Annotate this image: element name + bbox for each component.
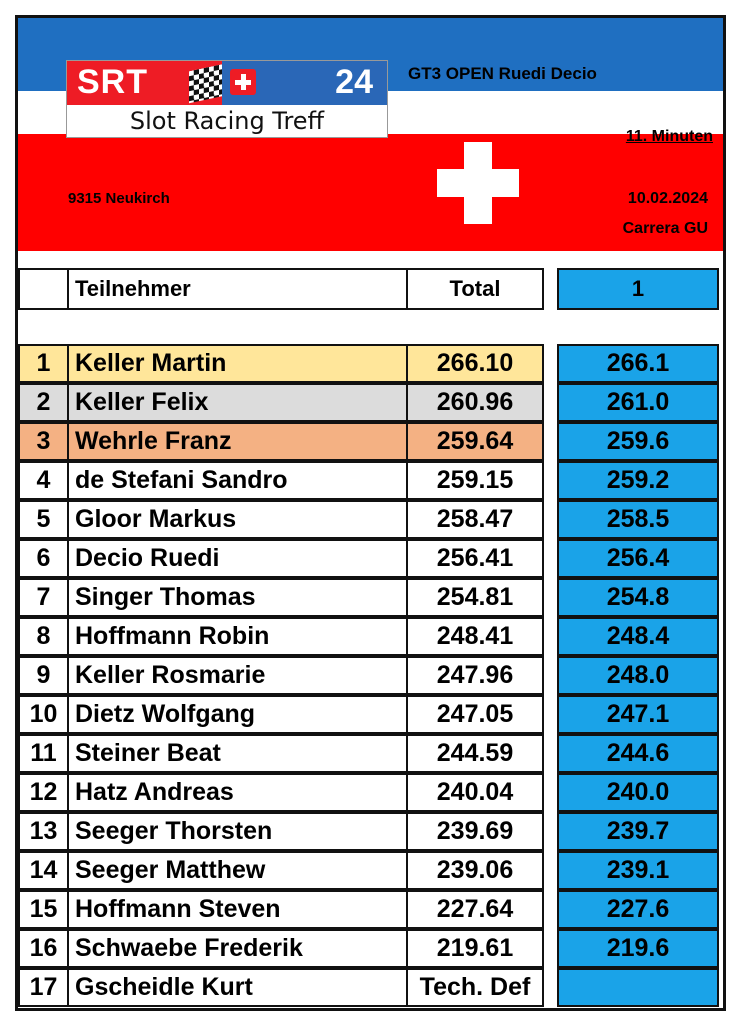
- header-round-1: 1: [557, 268, 719, 310]
- total-score: 240.04: [406, 773, 544, 812]
- participant-name: Seeger Thorsten: [67, 812, 408, 851]
- rank-cell: 9: [18, 656, 69, 695]
- total-score: 247.05: [406, 695, 544, 734]
- participant-name: Gloor Markus: [67, 500, 408, 539]
- srt24-logo: SRT 24 Slot Racing Treff: [66, 60, 388, 138]
- results-sheet: SRT 24 Slot Racing Treff GT3 OPEN Ruedi …: [15, 15, 726, 1011]
- rank-cell: 7: [18, 578, 69, 617]
- round-1-score: 248.0: [557, 656, 719, 695]
- participant-name: Seeger Matthew: [67, 851, 408, 890]
- swiss-cross-icon: [437, 142, 519, 224]
- round-1-score: [557, 968, 719, 1007]
- rank-cell: 15: [18, 890, 69, 929]
- logo-subtitle: Slot Racing Treff: [129, 107, 325, 135]
- rank-cell: 14: [18, 851, 69, 890]
- rank-cell: 4: [18, 461, 69, 500]
- header-red-band: [18, 134, 723, 251]
- round-1-score: 259.2: [557, 461, 719, 500]
- participant-name: Dietz Wolfgang: [67, 695, 408, 734]
- rank-cell: 17: [18, 968, 69, 1007]
- participant-name: Schwaebe Frederik: [67, 929, 408, 968]
- round-1-score: 247.1: [557, 695, 719, 734]
- location: 9315 Neukirch: [68, 190, 170, 207]
- rank-cell: 12: [18, 773, 69, 812]
- race-date: 10.02.2024: [627, 190, 708, 207]
- round-1-score: 240.0: [557, 773, 719, 812]
- track-name: Carrera GU: [622, 220, 708, 237]
- round-1-score: 239.1: [557, 851, 719, 890]
- participant-name: Decio Ruedi: [67, 539, 408, 578]
- round-1-score: 259.6: [557, 422, 719, 461]
- race-duration: 11. Minuten: [625, 128, 713, 145]
- participant-name: Hoffmann Robin: [67, 617, 408, 656]
- round-1-score: 256.4: [557, 539, 719, 578]
- rank-cell: 2: [18, 383, 69, 422]
- rank-cell: 8: [18, 617, 69, 656]
- rank-cell: 3: [18, 422, 69, 461]
- logo-text: SRT: [77, 63, 148, 101]
- total-score: 227.64: [406, 890, 544, 929]
- total-score: 247.96: [406, 656, 544, 695]
- header-name: Teilnehmer: [67, 268, 408, 310]
- total-score: 244.59: [406, 734, 544, 773]
- participant-name: Hatz Andreas: [67, 773, 408, 812]
- round-1-score: 248.4: [557, 617, 719, 656]
- total-score: Tech. Def: [406, 968, 544, 1007]
- header-total: Total: [406, 268, 544, 310]
- participant-name: Keller Rosmarie: [67, 656, 408, 695]
- rank-cell: 5: [18, 500, 69, 539]
- total-score: 219.61: [406, 929, 544, 968]
- participant-name: Keller Martin: [67, 344, 408, 383]
- total-score: 258.47: [406, 500, 544, 539]
- round-1-score: 239.7: [557, 812, 719, 851]
- round-1-score: 261.0: [557, 383, 719, 422]
- participant-name: Keller Felix: [67, 383, 408, 422]
- total-score: 266.10: [406, 344, 544, 383]
- total-score: 256.41: [406, 539, 544, 578]
- participant-name: Gscheidle Kurt: [67, 968, 408, 1007]
- total-score: 248.41: [406, 617, 544, 656]
- participant-name: de Stefani Sandro: [67, 461, 408, 500]
- rank-cell: 1: [18, 344, 69, 383]
- rank-cell: 11: [18, 734, 69, 773]
- total-score: 239.06: [406, 851, 544, 890]
- participant-name: Hoffmann Steven: [67, 890, 408, 929]
- total-score: 259.64: [406, 422, 544, 461]
- header-rank-cell: [18, 268, 69, 310]
- round-1-score: 254.8: [557, 578, 719, 617]
- round-1-score: 266.1: [557, 344, 719, 383]
- participant-name: Wehrle Franz: [67, 422, 408, 461]
- total-score: 260.96: [406, 383, 544, 422]
- round-1-score: 244.6: [557, 734, 719, 773]
- rank-cell: 10: [18, 695, 69, 734]
- total-score: 254.81: [406, 578, 544, 617]
- rank-cell: 6: [18, 539, 69, 578]
- total-score: 259.15: [406, 461, 544, 500]
- round-1-score: 258.5: [557, 500, 719, 539]
- rank-cell: 13: [18, 812, 69, 851]
- total-score: 239.69: [406, 812, 544, 851]
- logo-number: 24: [335, 63, 373, 101]
- round-1-score: 227.6: [557, 890, 719, 929]
- participant-name: Singer Thomas: [67, 578, 408, 617]
- rank-cell: 16: [18, 929, 69, 968]
- swiss-flag-icon: [230, 69, 256, 95]
- event-title: GT3 OPEN Ruedi Decio: [408, 64, 597, 83]
- round-1-score: 219.6: [557, 929, 719, 968]
- participant-name: Steiner Beat: [67, 734, 408, 773]
